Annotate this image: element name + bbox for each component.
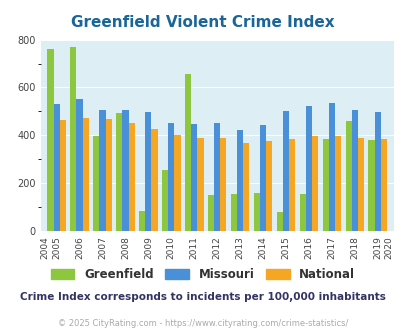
Bar: [76, 99, 83, 231]
Bar: [374, 112, 380, 231]
Bar: [93, 137, 99, 231]
Bar: [243, 143, 249, 231]
Bar: [191, 124, 197, 231]
Bar: [311, 136, 318, 231]
Bar: [368, 140, 374, 231]
Bar: [99, 110, 105, 231]
Bar: [197, 138, 203, 231]
Bar: [351, 110, 357, 231]
Bar: [259, 125, 266, 231]
Bar: [220, 138, 226, 231]
Bar: [116, 113, 122, 231]
Text: Greenfield Violent Crime Index: Greenfield Violent Crime Index: [71, 15, 334, 30]
Bar: [185, 74, 191, 231]
Bar: [266, 141, 272, 231]
Text: Crime Index corresponds to incidents per 100,000 inhabitants: Crime Index corresponds to incidents per…: [20, 292, 385, 302]
Bar: [345, 121, 351, 231]
Bar: [122, 110, 128, 231]
Bar: [253, 193, 259, 231]
Bar: [334, 136, 340, 231]
Bar: [380, 139, 386, 231]
Bar: [83, 118, 89, 231]
Bar: [162, 170, 168, 231]
Bar: [174, 135, 180, 231]
Bar: [288, 139, 294, 231]
Bar: [47, 49, 53, 231]
Bar: [328, 104, 334, 231]
Bar: [230, 194, 237, 231]
Bar: [305, 106, 311, 231]
Bar: [237, 130, 243, 231]
Bar: [276, 212, 282, 231]
Bar: [357, 138, 363, 231]
Bar: [105, 119, 111, 231]
Bar: [299, 194, 305, 231]
Bar: [168, 123, 174, 231]
Bar: [60, 120, 66, 231]
Bar: [282, 112, 288, 231]
Bar: [70, 47, 76, 231]
Bar: [213, 123, 220, 231]
Bar: [139, 211, 145, 231]
Bar: [151, 129, 157, 231]
Bar: [322, 139, 328, 231]
Bar: [145, 112, 151, 231]
Bar: [53, 104, 60, 231]
Legend: Greenfield, Missouri, National: Greenfield, Missouri, National: [46, 263, 359, 286]
Bar: [128, 123, 134, 231]
Bar: [207, 195, 213, 231]
Text: © 2025 CityRating.com - https://www.cityrating.com/crime-statistics/: © 2025 CityRating.com - https://www.city…: [58, 319, 347, 328]
